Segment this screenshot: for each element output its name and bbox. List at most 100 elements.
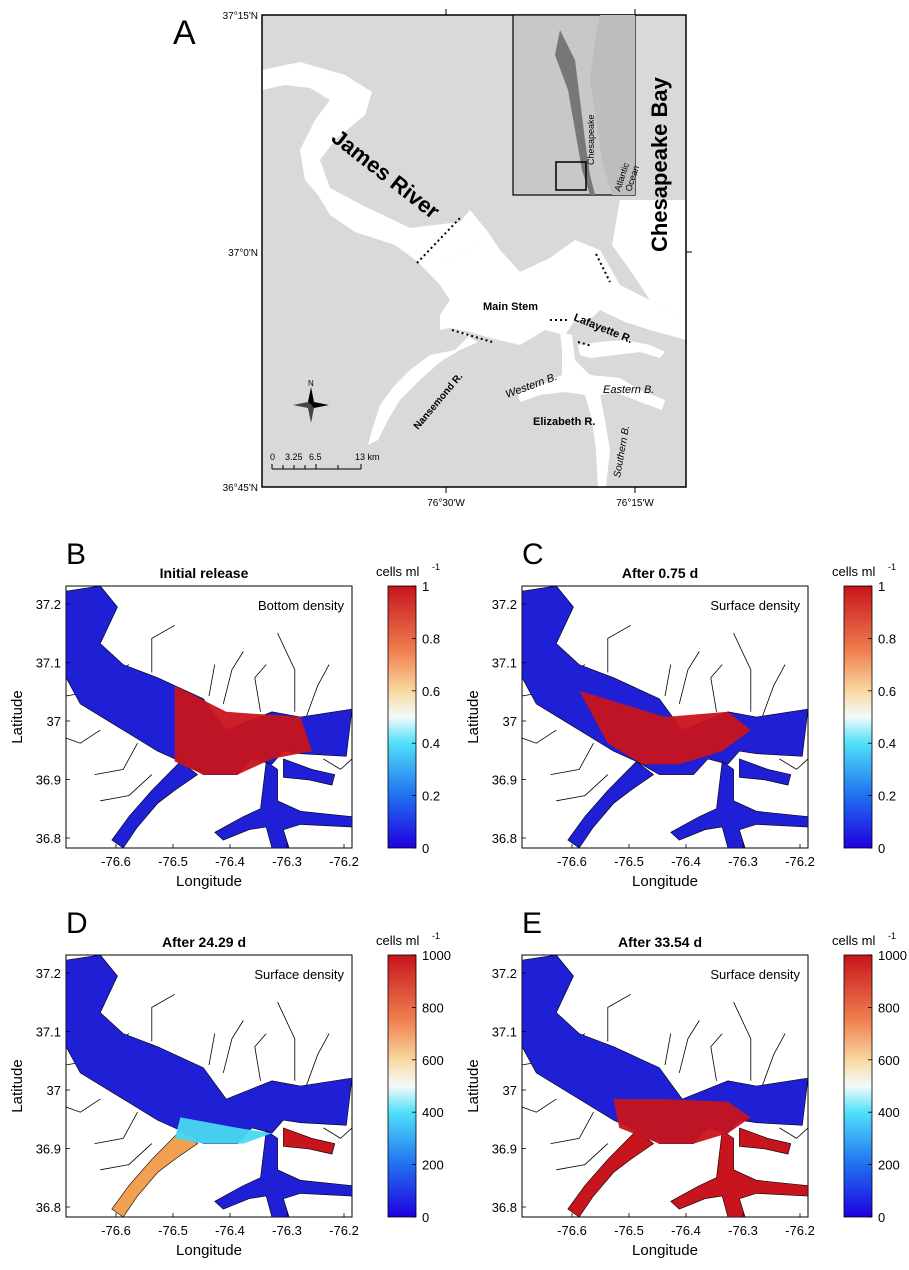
- inset-chesapeake-label: Chesapeake: [586, 114, 596, 165]
- tributary-line: [733, 1002, 752, 1081]
- panel-e: E After 33.54 d Surface density 37.2 37.1 37 3…: [465, 907, 907, 1259]
- lafayette-water: [578, 340, 665, 358]
- y-tick-label: 36.8: [36, 831, 61, 846]
- panel-title: Initial release: [160, 565, 249, 581]
- tributary-line: [550, 743, 594, 775]
- y-tick-label: 37.1: [492, 1025, 517, 1040]
- tributary-line: [305, 664, 330, 718]
- colorbar-unit: cells ml: [832, 933, 875, 948]
- colorbar-tick-label: 0.4: [422, 736, 440, 751]
- colorbar-tick-label: 200: [422, 1158, 444, 1173]
- y-axis-label: Latitude: [465, 690, 482, 743]
- tributary-line: [305, 1033, 330, 1087]
- x-tick-label: -76.4: [671, 854, 701, 869]
- panel-title: After 33.54 d: [618, 934, 702, 950]
- scale-bar: [271, 464, 362, 470]
- y-tick-label: 37.1: [36, 656, 61, 671]
- x-tick-label: -76.6: [557, 854, 587, 869]
- tributary-line: [65, 1098, 101, 1113]
- lat-label-mid: 37°0'N: [228, 248, 258, 259]
- panel-a: A: [173, 9, 692, 509]
- tributary-line: [100, 774, 153, 802]
- lon-label-2: 76°15'W: [616, 498, 654, 509]
- tributary-line: [151, 624, 175, 673]
- colorbar-tick-label: 800: [878, 1000, 900, 1015]
- panel-a-letter: A: [173, 14, 196, 52]
- x-tick-label: -76.5: [614, 854, 644, 869]
- x-axis-label: Longitude: [632, 873, 698, 890]
- panel-c: C After 0.75 d Surface density 37.2 37.1 37 36…: [465, 538, 896, 890]
- y-axis-label: Latitude: [9, 690, 26, 743]
- colorbar-unit: cells ml: [832, 564, 875, 579]
- lafayette-water: [283, 1127, 336, 1155]
- james-river-upper-water: [262, 62, 488, 262]
- concentration-patch: [613, 1099, 751, 1144]
- panel-b: B Initial release Bottom density 37.2 37.1 37…: [9, 538, 440, 890]
- y-tick-label: 36.9: [492, 773, 517, 788]
- tributary-line: [779, 1127, 809, 1139]
- tributary-line: [208, 664, 216, 697]
- panel-title: After 24.29 d: [162, 934, 246, 950]
- tributary-line: [550, 1112, 594, 1144]
- tributary-line: [710, 1033, 723, 1081]
- colorbar-tick-label: 1: [422, 579, 429, 594]
- tributary-line: [65, 729, 101, 744]
- x-tick-label: -76.2: [785, 1223, 815, 1238]
- scale-label-1: 3.25: [285, 452, 303, 462]
- x-tick-label: -76.3: [728, 854, 758, 869]
- x-tick-label: -76.3: [272, 854, 302, 869]
- lafayette-water: [739, 758, 792, 786]
- y-tick-label: 37: [47, 1083, 61, 1098]
- model-panels: B Initial release Bottom density 37.2 37.1 37…: [9, 538, 907, 1259]
- colorbar-tick-label: 1: [878, 579, 885, 594]
- bay-water: [612, 200, 686, 318]
- panel-letter: B: [66, 538, 86, 571]
- tributary-line: [521, 729, 557, 744]
- nansemond-water: [567, 761, 655, 849]
- compass-rose-icon: [293, 387, 329, 423]
- tributary-line: [607, 993, 631, 1042]
- colorbar-tick-label: 800: [422, 1000, 444, 1015]
- scale-label-3: 13 km: [355, 452, 380, 462]
- x-tick-label: -76.2: [329, 1223, 359, 1238]
- colorbar-tick-label: 0.2: [878, 789, 896, 804]
- x-tick-label: -76.4: [215, 1223, 245, 1238]
- y-tick-label: 37.1: [492, 656, 517, 671]
- x-axis-label: Longitude: [176, 1242, 242, 1259]
- main-stem-water: [418, 232, 686, 345]
- colorbar-tick-label: 0.6: [878, 684, 896, 699]
- elizabeth-water: [670, 1129, 809, 1218]
- tributary-line: [556, 774, 609, 802]
- estuary-water: [521, 954, 809, 1144]
- panel-subtitle: Surface density: [254, 967, 344, 982]
- concentration-patch: [174, 1117, 272, 1144]
- colorbar-tick-label: 0: [422, 841, 429, 856]
- colorbar-unit: cells ml: [376, 933, 419, 948]
- colorbar-tick-label: 0: [422, 1210, 429, 1225]
- y-tick-label: 36.9: [36, 773, 61, 788]
- tributary-line: [664, 1033, 672, 1066]
- elizabeth-water: [214, 760, 353, 849]
- y-tick-label: 37: [503, 1083, 517, 1098]
- tributary-line: [151, 993, 175, 1042]
- tributary-line: [100, 1143, 153, 1171]
- y-axis-label: Latitude: [9, 1059, 26, 1112]
- colorbar-unit: cells ml: [376, 564, 419, 579]
- colorbar-unit-exponent: -1: [432, 562, 440, 572]
- nansemond-water: [567, 1130, 655, 1218]
- x-tick-label: -76.3: [272, 1223, 302, 1238]
- panel-subtitle: Surface density: [710, 598, 800, 613]
- colorbar-tick-label: 0.4: [878, 736, 896, 751]
- concentration-patch: [174, 685, 312, 775]
- lafayette-water: [283, 758, 336, 786]
- tributary-line: [277, 1002, 296, 1081]
- colorbar-tick-label: 0.8: [878, 631, 896, 646]
- y-tick-label: 36.8: [36, 1200, 61, 1215]
- colorbar: [387, 585, 417, 849]
- main-stem-label: Main Stem: [483, 301, 538, 313]
- x-axis-label: Longitude: [632, 1242, 698, 1259]
- lafayette-water: [739, 1127, 792, 1155]
- estuary-water: [65, 954, 353, 1144]
- lat-label-bottom: 36°45'N: [223, 483, 258, 494]
- compass-north-label: N: [308, 379, 314, 388]
